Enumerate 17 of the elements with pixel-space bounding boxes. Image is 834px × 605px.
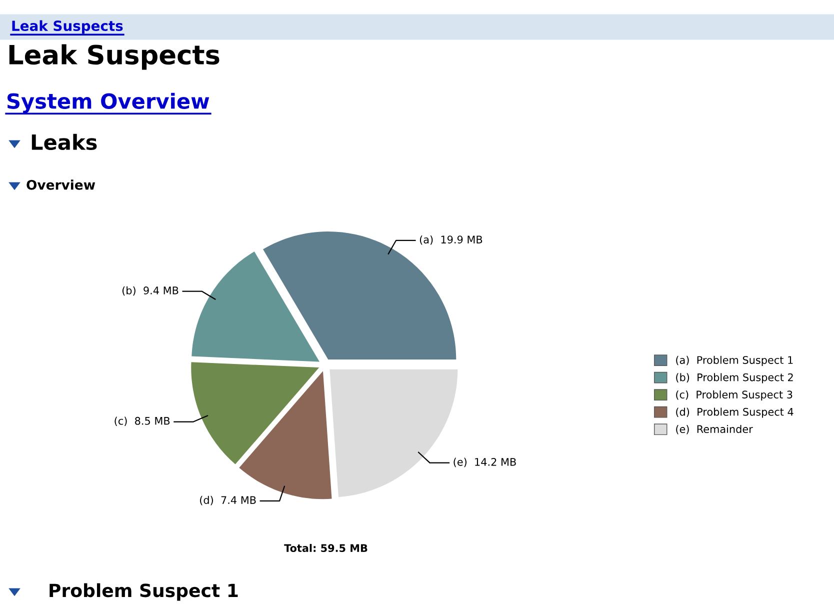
- data-label: (b) 9.4 MB: [122, 286, 178, 296]
- legend-label: (b) Problem Suspect 2: [676, 373, 793, 384]
- legend-label: (c) Problem Suspect 3: [676, 390, 792, 401]
- data-label: (a) 19.9 MB: [420, 235, 482, 245]
- text: Leaks: [32, 134, 97, 150]
- text: System Overview: [7, 92, 210, 114]
- data-label: (c) 8.5 MB: [114, 416, 170, 426]
- text: Total: 59.5 MB: [284, 544, 368, 552]
- text: Overview: [26, 180, 96, 190]
- chart-title: Leak Suspects: [9, 44, 220, 70]
- text: Leak Suspects: [12, 20, 123, 34]
- data-label: (e) 14.2 MB: [454, 458, 516, 468]
- legend-label: (e) Remainder: [676, 424, 753, 434]
- legend-label: (d) Problem Suspect 4: [676, 408, 794, 418]
- text: Problem Suspect 1: [50, 583, 238, 601]
- data-label: (d) 7.4 MB: [200, 496, 256, 506]
- legend-label: (a) Problem Suspect 1: [676, 356, 793, 366]
